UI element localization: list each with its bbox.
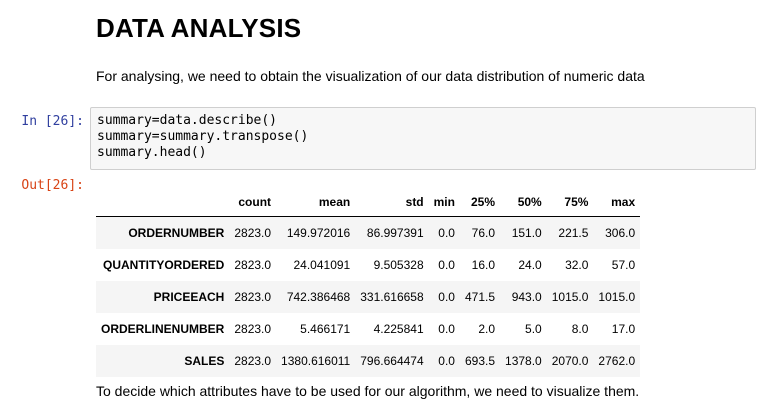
table-cell: 2762.0 [598, 353, 636, 368]
table-cell: 5.0 [525, 321, 542, 336]
table-header-cell: 50% [500, 188, 547, 217]
table-cell: 331.616658 [360, 289, 424, 304]
table-header-row: count mean std min 25% 50% 75% max [96, 188, 641, 217]
table-header-cell: count [229, 188, 277, 217]
table-cell: 2823.0 [234, 257, 272, 272]
table-cell: 2823.0 [234, 225, 272, 240]
table-cell: 2823.0 [234, 289, 272, 304]
table-cell: 221.5 [558, 225, 589, 240]
table-row: ORDERLINENUMBER 2823.0 5.466171 4.225841… [96, 313, 640, 345]
table-cell: 149.972016 [286, 225, 351, 240]
table-row: ORDERNUMBER 2823.0 149.972016 86.997391 … [96, 216, 641, 249]
table-cell: 1015.0 [551, 289, 589, 304]
code-line: summary=data.describe() [97, 113, 278, 128]
table-cell: 943.0 [511, 289, 542, 304]
output-prompt: Out[26]: [21, 178, 84, 193]
table-cell: 796.664474 [360, 353, 424, 368]
table-cell: 742.386468 [286, 289, 351, 304]
table-row: PRICEEACH 2823.0 742.386468 331.616658 0… [96, 280, 641, 313]
code-cell[interactable]: summary=data.describe() summary=summary.… [90, 107, 756, 170]
table-row: SALES 2823.0 1380.616011 796.664474 0.0 … [96, 344, 641, 377]
row-label: QUANTITYORDERED [103, 257, 225, 272]
table-cell: 1378.0 [505, 353, 542, 368]
table-cell: 2823.0 [234, 353, 272, 368]
table-cell: 0.0 [438, 257, 455, 272]
table-cell: 306.0 [605, 225, 636, 240]
table-row: QUANTITYORDERED 2823.0 24.041091 9.50532… [96, 249, 640, 281]
table-cell: 2823.0 [234, 321, 272, 336]
table-cell: 471.5 [464, 289, 496, 304]
table-cell: 17.0 [611, 321, 636, 336]
table-cell: 0.0 [438, 289, 455, 304]
table-cell: 4.225841 [373, 321, 424, 336]
row-label: ORDERLINENUMBER [101, 321, 225, 336]
table-header-cell: min [428, 188, 460, 217]
summary-table: count mean std min 25% 50% 75% max ORDER… [96, 188, 641, 377]
table-cell: 24.041091 [293, 257, 351, 272]
table-cell: 32.0 [565, 257, 589, 272]
table-cell: 86.997391 [366, 225, 424, 240]
table-header-cell: 75% [546, 188, 594, 217]
input-prompt: In [26]: [21, 114, 84, 129]
table-cell: 693.5 [464, 353, 496, 368]
table-cell: 9.505328 [373, 257, 424, 272]
table-header-cell [96, 188, 230, 217]
table-cell: 1015.0 [598, 289, 636, 304]
table-cell: 2070.0 [551, 353, 589, 368]
row-label: PRICEEACH [153, 289, 225, 304]
table-cell: 0.0 [438, 225, 455, 240]
section-heading: DATA ANALYSIS [96, 13, 302, 43]
table-cell: 24.0 [518, 257, 542, 272]
table-header-cell: 25% [459, 188, 501, 217]
table-header-cell: max [593, 188, 641, 217]
table-cell: 57.0 [611, 257, 636, 272]
table-cell: 2.0 [478, 321, 496, 336]
table-header-cell: std [355, 188, 429, 217]
table-cell: 8.0 [571, 321, 589, 336]
outro-paragraph: To decide which attributes have to be us… [96, 383, 640, 399]
code-line: summary=summary.transpose() [97, 129, 309, 144]
table-cell: 16.0 [471, 257, 496, 272]
table-cell: 5.466171 [300, 321, 351, 336]
code-line: summary.head() [97, 145, 207, 160]
row-label: ORDERNUMBER [128, 225, 225, 240]
row-label: SALES [184, 353, 225, 368]
intro-paragraph: For analysing, we need to obtain the vis… [96, 68, 645, 84]
table-cell: 151.0 [511, 225, 542, 240]
table-cell: 76.0 [471, 225, 496, 240]
table-cell: 0.0 [438, 353, 455, 368]
table-header-cell: mean [276, 188, 356, 217]
table-cell: 0.0 [438, 321, 455, 336]
table-cell: 1380.616011 [281, 353, 351, 368]
